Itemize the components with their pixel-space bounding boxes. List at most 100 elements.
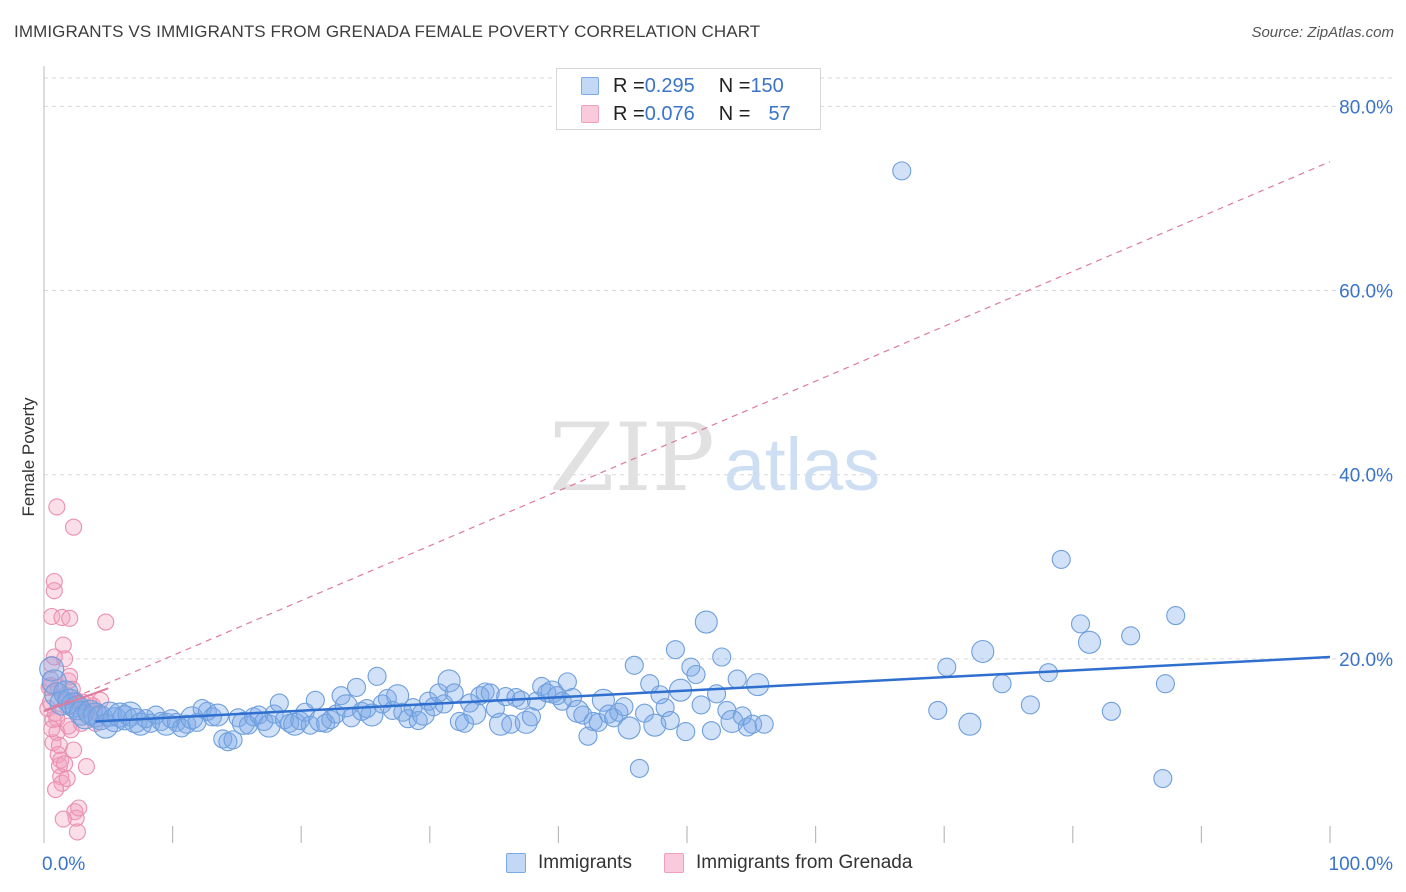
immigrants-point [892,161,912,181]
immigrants-trend-line [95,655,1331,723]
legend-r-value: 0.076 [644,102,695,125]
immigrants-point [937,657,957,677]
y-tick-label: 60.0% [1339,282,1393,303]
grenada-point [54,636,72,654]
x-tick-label: 100.0% [1329,854,1394,875]
trend-lines [43,161,1331,723]
y-tick-label: 40.0% [1339,466,1393,487]
legend-r-label: R = [613,74,645,97]
watermark: ZIP atlas [549,404,880,513]
immigrants-point [1051,549,1071,569]
immigrants-point [557,672,577,692]
grenada-point [54,810,72,828]
immigrants-point [1121,626,1141,646]
source-label: Source: ZipAtlas.com [1251,24,1394,41]
immigrants-point [1153,768,1173,789]
series-legend-grenada[interactable]: Immigrants from Grenada [663,852,913,874]
grenada-point [52,768,70,786]
legend-swatch-grenada [581,105,599,123]
grenada-trend-line [43,161,1331,711]
immigrants-point [643,713,667,737]
immigrants-point [992,674,1012,694]
immigrants-point [488,712,513,736]
immigrants-point [393,702,413,722]
immigrants-point [583,711,603,732]
immigrants-point [1155,674,1175,694]
immigrants-point [573,705,593,725]
immigrants-point [727,669,747,689]
immigrants-point [737,717,757,737]
immigrants-point [437,669,461,693]
grenada-point [45,582,63,600]
grenada-point [68,823,86,841]
grenada-point [65,518,83,536]
immigrants-point [701,721,721,741]
series-legend-label: Immigrants from Grenada [695,852,913,873]
immigrants-point [360,703,384,727]
grenada-point [59,717,77,735]
grenada-point [48,498,66,516]
watermark-atlas: atlas [724,423,880,506]
legend-swatch-immigrants [581,77,599,95]
grenada-point [50,736,68,754]
immigrants-point [588,712,608,732]
immigrants-point [732,706,752,726]
grenada-point [43,720,61,738]
immigrants-point [665,640,685,660]
immigrants-point [367,666,387,686]
correlation-legend: R = 0.295 N = 150 R = 0.076 N = 57 [556,68,821,130]
immigrants-point [743,714,763,734]
immigrants-point [223,730,243,750]
grenada-point [70,799,88,817]
immigrants-point [624,655,644,675]
immigrants-point [521,707,541,727]
immigrants-point [971,639,995,664]
legend-n-value: 150 [750,74,784,97]
legend-n-value: 57 [768,102,791,125]
immigrants-point [617,716,641,740]
immigrants-point [650,685,670,705]
legend-row-grenada: R = 0.076 N = 57 [581,100,791,128]
immigrants-point [609,702,629,722]
y-tick-label: 20.0% [1339,650,1393,671]
immigrants-point [39,656,65,682]
immigrants-point [629,758,649,778]
immigrants-point [746,673,770,697]
immigrants-point [463,701,487,725]
axes [43,66,1331,843]
chart-title: IMMIGRANTS VS IMMIGRANTS FROM GRENADA FE… [14,22,761,41]
grenada-point [97,613,115,631]
grenada-point [77,758,95,776]
legend-row-immigrants: R = 0.295 N = 150 [581,72,784,100]
x-tick-label: 0.0% [42,854,85,875]
immigrants-point [928,700,948,720]
swatch-grenada [663,853,684,873]
y-axis-label: Female Poverty [19,397,38,517]
immigrants-point [346,677,367,697]
grenada-point [61,609,79,627]
immigrants-point [418,691,439,711]
grenada-point [47,781,65,799]
legend-r-label: R = [613,102,645,125]
grenada-point [56,755,74,773]
immigrants-point [264,704,284,724]
series-legend-immigrants[interactable]: Immigrants [506,852,632,874]
watermark-zip: ZIP [549,404,715,513]
immigrants-point [691,695,711,715]
series-legend: Immigrants Immigrants from Grenada [506,852,944,874]
immigrants-point [257,714,281,738]
immigrants-point [454,713,475,733]
grenada-trend-solid [43,687,109,713]
immigrants-point [686,664,706,685]
immigrants-point [720,709,744,734]
tick-labels: 20.0% 40.0% 60.0% 80.0% 0.0% 100.0% [42,97,1393,875]
immigrants-point [1077,630,1102,654]
immigrants-point [754,714,774,734]
legend-n-label: N = [718,74,751,97]
immigrants-point [305,690,325,710]
series-legend-label: Immigrants [538,852,632,873]
immigrants-point [334,694,358,718]
grenada-point [56,650,74,668]
grenada-point [45,572,63,591]
immigrants-point [578,726,598,746]
